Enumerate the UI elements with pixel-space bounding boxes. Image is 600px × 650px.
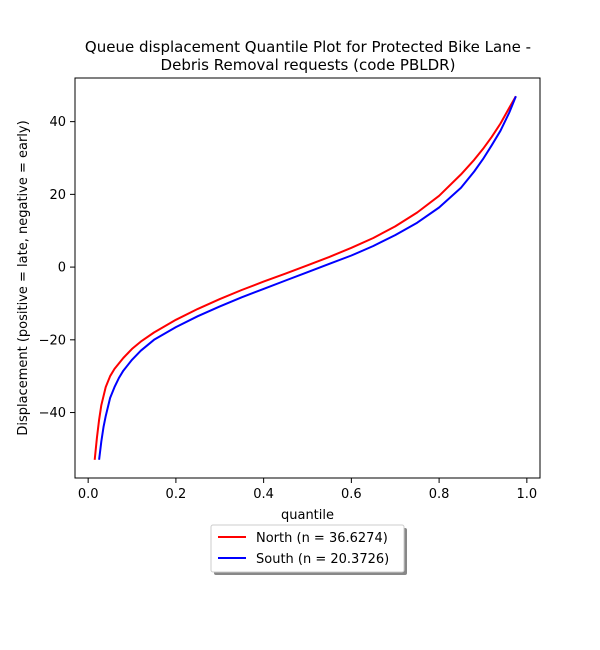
x-tick-label: 0.0 (78, 487, 99, 502)
legend: North (n = 36.6274) South (n = 20.3726) (210, 524, 407, 575)
plot-frame (74, 77, 541, 479)
y-tick-label: −40 (39, 406, 66, 421)
legend-label-south: South (n = 20.3726) (256, 552, 389, 567)
y-tick-label: 20 (49, 188, 66, 203)
legend-label-north: North (n = 36.6274) (256, 531, 388, 546)
chart-title-line-1: Queue displacement Quantile Plot for Pro… (85, 38, 531, 56)
series-lines (93, 95, 517, 460)
series-line-south (98, 95, 517, 460)
x-tick-label: 0.4 (253, 487, 274, 502)
chart-title-line-2: Debris Removal requests (code PBLDR) (161, 56, 456, 74)
x-axis-label: quantile (281, 508, 334, 523)
y-axis-label: Displacement (positive = late, negative … (16, 120, 31, 435)
x-tick-label: 0.8 (429, 487, 450, 502)
x-tick-label: 0.2 (166, 487, 187, 502)
x-tick-label: 0.6 (341, 487, 362, 502)
y-tick-label: 0 (58, 261, 66, 276)
series-line-north (93, 95, 517, 460)
x-axis-ticks: 0.0 0.2 0.4 0.6 0.8 1.0 (78, 478, 537, 502)
y-axis-ticks: −40 −20 0 20 40 (39, 115, 75, 421)
y-tick-label: −20 (39, 333, 66, 348)
x-tick-label: 1.0 (516, 487, 537, 502)
y-tick-label: 40 (49, 115, 66, 130)
legend-box (210, 524, 405, 573)
